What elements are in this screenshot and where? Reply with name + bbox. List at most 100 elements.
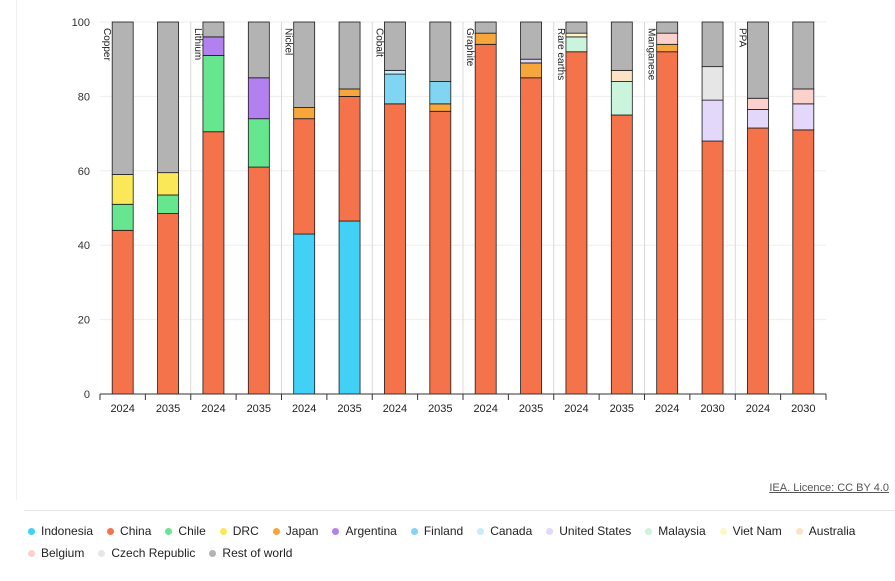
bar-segment <box>247 166 270 395</box>
group-label: Lithium <box>192 28 203 60</box>
group-label: Manganese <box>646 28 657 81</box>
legend-item[interactable]: Argentina <box>332 524 397 538</box>
bar-segment <box>384 73 406 105</box>
bar-segment <box>202 55 225 133</box>
bar-segment <box>247 118 270 168</box>
bar-segment <box>474 43 497 395</box>
legend-label: DRC <box>232 524 259 538</box>
bar-segment <box>747 109 769 129</box>
licence-link[interactable]: IEA. Licence: CC BY 4.0 <box>769 482 889 494</box>
bar-segment <box>157 194 179 214</box>
bar-segment <box>792 129 815 395</box>
legend-label: United States <box>559 524 632 538</box>
bar-segment <box>247 77 270 120</box>
bar-segment <box>111 203 134 231</box>
bar-segment <box>293 107 316 120</box>
legend-item[interactable]: Japan <box>272 524 318 538</box>
bar-segment <box>656 32 679 45</box>
legend-item[interactable]: Chile <box>165 524 206 538</box>
legend-label: Canada <box>490 524 533 538</box>
bar-segment <box>338 88 361 97</box>
legend-item[interactable]: Viet Nam <box>719 524 782 538</box>
legend-item[interactable]: Finland <box>410 524 463 538</box>
legend-swatch <box>219 527 227 535</box>
bar-segment <box>157 213 179 395</box>
legend-item[interactable]: Indonesia <box>28 524 93 538</box>
bar-segment <box>157 21 179 174</box>
group-label: Rare earths <box>555 28 566 80</box>
group-label: Nickel <box>283 28 294 55</box>
legend-swatch <box>645 527 653 535</box>
x-tick-label: 2030 <box>791 403 815 415</box>
x-tick-label: 2030 <box>700 403 724 415</box>
group-label: PPA <box>736 28 747 48</box>
x-tick-label: 2035 <box>337 403 361 415</box>
legend-item[interactable]: Belgium <box>28 546 84 560</box>
bar-segment <box>247 21 270 79</box>
legend-label: Belgium <box>41 546 85 560</box>
bar-segment <box>792 21 815 90</box>
x-tick-label: 2035 <box>247 403 271 415</box>
legend-label: Australia <box>808 524 856 538</box>
bar-segment <box>701 21 724 68</box>
legend-item[interactable]: United States <box>546 524 631 538</box>
legend-label: Argentina <box>345 524 397 538</box>
legend-item[interactable]: Czech Republic <box>98 546 195 560</box>
axes: 0 20 40 60 80 100 2024 2035 2024 2035 2024 2035 2024… <box>72 17 827 415</box>
x-tick-label: 2024 <box>473 403 497 415</box>
legend-item[interactable]: Australia <box>795 524 856 538</box>
x-tick-label: 2035 <box>610 403 634 415</box>
legend-swatch <box>28 549 35 557</box>
bar-segment <box>429 21 452 82</box>
legend-label: Malaysia <box>658 524 706 538</box>
bar-segment <box>747 21 769 99</box>
bar-segment <box>747 97 769 110</box>
bar-segment <box>111 21 134 175</box>
bar-segment <box>520 62 542 79</box>
y-tick-label: 80 <box>78 91 90 103</box>
legend-item[interactable]: DRC <box>219 524 259 538</box>
bar-segment <box>384 103 406 395</box>
legend-item[interactable]: Malaysia <box>645 524 706 538</box>
bar-segment <box>792 88 815 105</box>
y-tick-label: 0 <box>84 389 90 401</box>
legend: Indonesia China Chile DRC Japan Argentina Finl… <box>28 524 888 560</box>
legend-item[interactable]: Canada <box>477 524 532 538</box>
bar-segment <box>111 174 134 205</box>
legend-swatch <box>410 527 418 535</box>
bar-segment <box>202 21 225 38</box>
x-tick-label: 2024 <box>564 403 588 415</box>
bar-segment <box>520 58 542 64</box>
legend-swatch <box>332 527 340 535</box>
legend-divider <box>24 510 895 511</box>
bar-segment <box>429 103 452 112</box>
bar-segment <box>656 43 679 53</box>
group-label: Cobalt <box>373 28 384 57</box>
x-tick-label: 2024 <box>201 403 225 415</box>
group-labels: Copper Lithium Nickel Cobalt Graphite Rare ea… <box>101 28 747 81</box>
bar-segment <box>157 172 179 196</box>
bar-segment <box>701 99 724 142</box>
legend-item[interactable]: Rest of world <box>209 546 292 560</box>
bar-segment <box>656 21 679 34</box>
legend-swatch <box>272 527 280 535</box>
legend-swatch <box>546 527 554 535</box>
y-tick-label: 20 <box>78 315 90 327</box>
panel-border <box>16 0 17 500</box>
bar-segment <box>384 69 406 75</box>
bar-segment <box>565 32 588 38</box>
bar-segment <box>520 77 542 395</box>
bar-segment <box>610 114 633 395</box>
x-tick-label: 2024 <box>292 403 316 415</box>
bar-segment <box>338 96 361 222</box>
x-tick-label: 2035 <box>156 403 180 415</box>
bar-segment <box>474 21 497 34</box>
group-label: Copper <box>101 28 112 61</box>
x-tick-label: 2035 <box>428 403 452 415</box>
bar-segment <box>293 118 316 235</box>
legend-item[interactable]: China <box>107 524 151 538</box>
legend-swatch <box>209 549 217 557</box>
bar-segment <box>747 127 769 395</box>
bar-segment <box>565 51 588 395</box>
x-tick-label: 2024 <box>383 403 407 415</box>
